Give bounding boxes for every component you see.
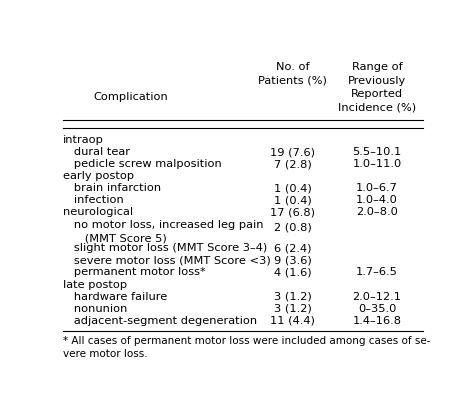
Text: adjacent-segment degeneration: adjacent-segment degeneration <box>63 315 257 325</box>
Text: 1 (0.4): 1 (0.4) <box>273 195 311 205</box>
Text: no motor loss, increased leg pain
      (MMT Score 5): no motor loss, increased leg pain (MMT S… <box>63 219 264 242</box>
Text: 17 (6.8): 17 (6.8) <box>270 207 315 217</box>
Text: severe motor loss (MMT Score <3): severe motor loss (MMT Score <3) <box>63 255 271 265</box>
Text: pedicle screw malposition: pedicle screw malposition <box>63 159 222 169</box>
Text: 1.4–16.8: 1.4–16.8 <box>353 315 401 325</box>
Text: 2.0–12.1: 2.0–12.1 <box>353 291 401 301</box>
Text: 5.5–10.1: 5.5–10.1 <box>352 147 401 157</box>
Text: 2 (0.8): 2 (0.8) <box>273 222 311 232</box>
Text: 2.0–8.0: 2.0–8.0 <box>356 207 398 217</box>
Text: 6 (2.4): 6 (2.4) <box>274 243 311 253</box>
Text: 3 (1.2): 3 (1.2) <box>273 303 311 313</box>
Text: 1.0–4.0: 1.0–4.0 <box>356 195 398 205</box>
Text: early postop: early postop <box>63 171 134 181</box>
Text: brain infarction: brain infarction <box>63 183 161 193</box>
Text: slight motor loss (MMT Score 3–4): slight motor loss (MMT Score 3–4) <box>63 243 267 253</box>
Text: 9 (3.6): 9 (3.6) <box>273 255 311 265</box>
Text: 7 (2.8): 7 (2.8) <box>273 159 311 169</box>
Text: dural tear: dural tear <box>63 147 130 157</box>
Text: neurological: neurological <box>63 207 133 217</box>
Text: Complication: Complication <box>93 91 168 102</box>
Text: intraop: intraop <box>63 135 104 145</box>
Text: 0–35.0: 0–35.0 <box>358 303 396 313</box>
Text: 11 (4.4): 11 (4.4) <box>270 315 315 325</box>
Text: 3 (1.2): 3 (1.2) <box>273 291 311 301</box>
Text: 1.0–6.7: 1.0–6.7 <box>356 183 398 193</box>
Text: * All cases of permanent motor loss were included among cases of se-
vere motor : * All cases of permanent motor loss were… <box>63 335 430 358</box>
Text: 1.7–6.5: 1.7–6.5 <box>356 267 398 277</box>
Text: 1.0–11.0: 1.0–11.0 <box>352 159 401 169</box>
Text: hardware failure: hardware failure <box>63 291 167 301</box>
Text: 4 (1.6): 4 (1.6) <box>273 267 311 277</box>
Text: infection: infection <box>63 195 124 205</box>
Text: No. of
Patients (%): No. of Patients (%) <box>258 62 327 85</box>
Text: permanent motor loss*: permanent motor loss* <box>63 267 206 277</box>
Text: 1 (0.4): 1 (0.4) <box>273 183 311 193</box>
Text: 19 (7.6): 19 (7.6) <box>270 147 315 157</box>
Text: late postop: late postop <box>63 279 127 289</box>
Text: nonunion: nonunion <box>63 303 128 313</box>
Text: Range of
Previously
Reported
Incidence (%): Range of Previously Reported Incidence (… <box>338 62 416 112</box>
